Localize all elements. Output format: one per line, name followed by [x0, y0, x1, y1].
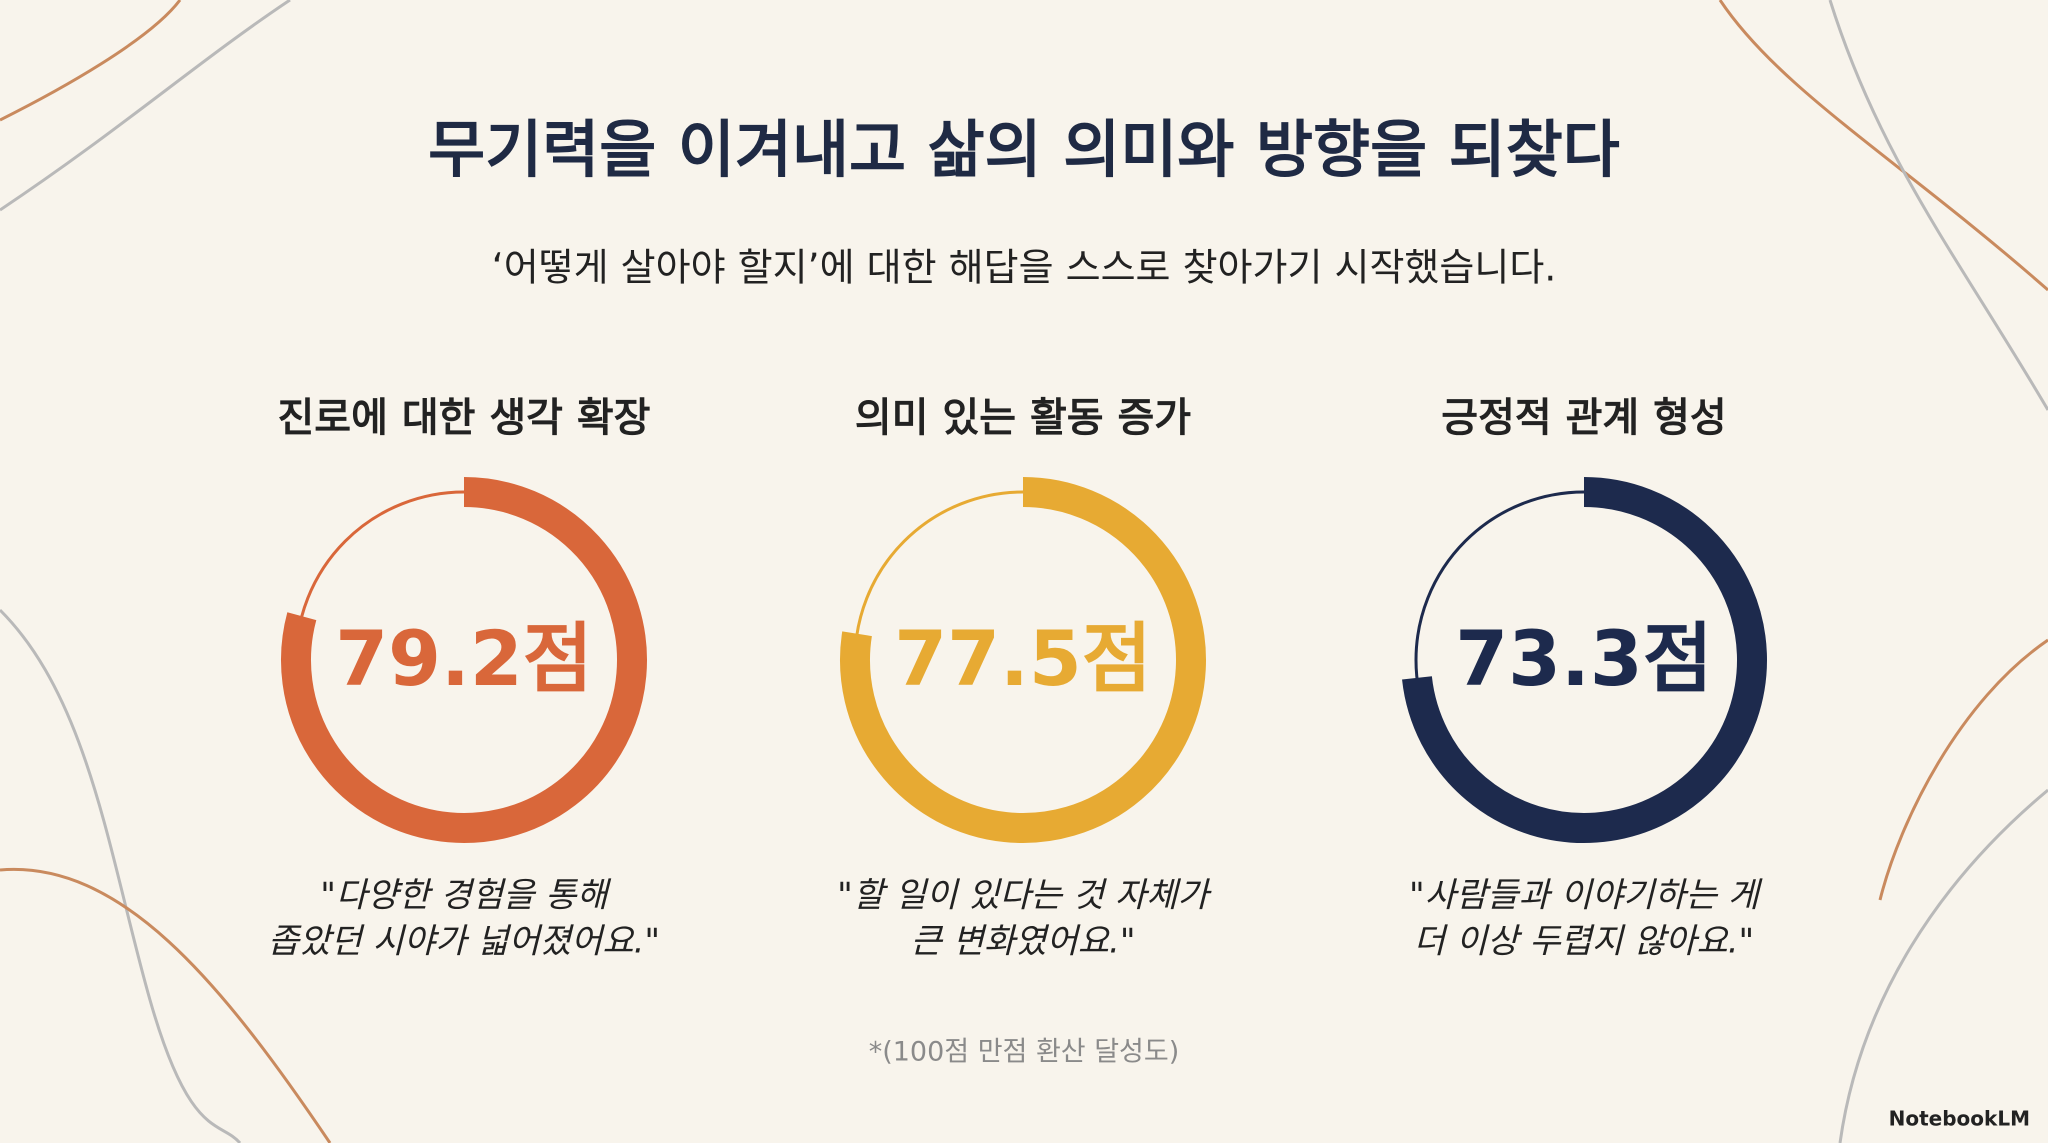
chart-title: 긍정적 관계 형성 — [1441, 395, 1726, 441]
gauge-arc — [1402, 477, 1767, 843]
quote-line: "사람들과 이야기하는 게 — [1409, 876, 1763, 916]
gauge-arc — [840, 477, 1206, 843]
footnote: *(100점 만점 환산 달성도) — [869, 1037, 1180, 1068]
value-label: 77.5점 — [894, 614, 1151, 703]
quote-line: "다양한 경험을 통해 — [320, 876, 611, 916]
quote-line: 더 이상 두렵지 않아요." — [1414, 922, 1754, 962]
quote-line: "할 일이 있다는 것 자체가 — [837, 876, 1212, 916]
value-label: 79.2점 — [335, 614, 592, 703]
value-label: 73.3점 — [1455, 614, 1712, 703]
gauge-arc — [281, 477, 647, 843]
quote-line: 좁았던 시야가 넓어졌어요." — [268, 922, 660, 962]
chart-title: 진로에 대한 생각 확장 — [278, 395, 651, 441]
chart-title: 의미 있는 활동 증가 — [855, 395, 1191, 441]
quote-line: 큰 변화였어요." — [911, 922, 1136, 962]
subtitle: ‘어떻게 살아야 할지’에 대한 해답을 스스로 찾아가기 시작했습니다. — [492, 246, 1557, 290]
brand: NotebookLM — [1889, 1107, 2030, 1131]
title: 무기력을 이겨내고 삶의 의미와 방향을 되찾다 — [428, 113, 1620, 186]
